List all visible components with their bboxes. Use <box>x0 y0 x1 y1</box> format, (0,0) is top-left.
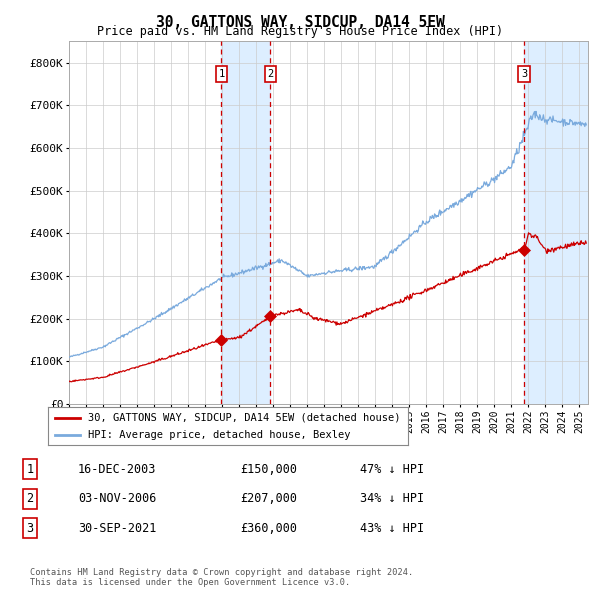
Text: 30, GATTONS WAY, SIDCUP, DA14 5EW (detached house): 30, GATTONS WAY, SIDCUP, DA14 5EW (detac… <box>88 413 400 423</box>
Text: 3: 3 <box>521 69 527 79</box>
Text: Contains HM Land Registry data © Crown copyright and database right 2024.
This d: Contains HM Land Registry data © Crown c… <box>30 568 413 587</box>
Text: £360,000: £360,000 <box>240 522 297 535</box>
Text: 2: 2 <box>268 69 274 79</box>
Text: HPI: Average price, detached house, Bexley: HPI: Average price, detached house, Bexl… <box>88 430 350 440</box>
Text: 1: 1 <box>218 69 224 79</box>
Text: 2: 2 <box>26 492 34 505</box>
Text: 34% ↓ HPI: 34% ↓ HPI <box>360 492 424 505</box>
Text: 47% ↓ HPI: 47% ↓ HPI <box>360 463 424 476</box>
Text: 03-NOV-2006: 03-NOV-2006 <box>78 492 157 505</box>
Text: 30, GATTONS WAY, SIDCUP, DA14 5EW: 30, GATTONS WAY, SIDCUP, DA14 5EW <box>155 15 445 30</box>
Bar <box>221 41 271 404</box>
Text: £150,000: £150,000 <box>240 463 297 476</box>
Text: 16-DEC-2003: 16-DEC-2003 <box>78 463 157 476</box>
Text: 3: 3 <box>26 522 34 535</box>
Bar <box>524 41 588 404</box>
Text: 1: 1 <box>26 463 34 476</box>
Text: £207,000: £207,000 <box>240 492 297 505</box>
Text: 43% ↓ HPI: 43% ↓ HPI <box>360 522 424 535</box>
Text: Price paid vs. HM Land Registry's House Price Index (HPI): Price paid vs. HM Land Registry's House … <box>97 25 503 38</box>
Text: 30-SEP-2021: 30-SEP-2021 <box>78 522 157 535</box>
